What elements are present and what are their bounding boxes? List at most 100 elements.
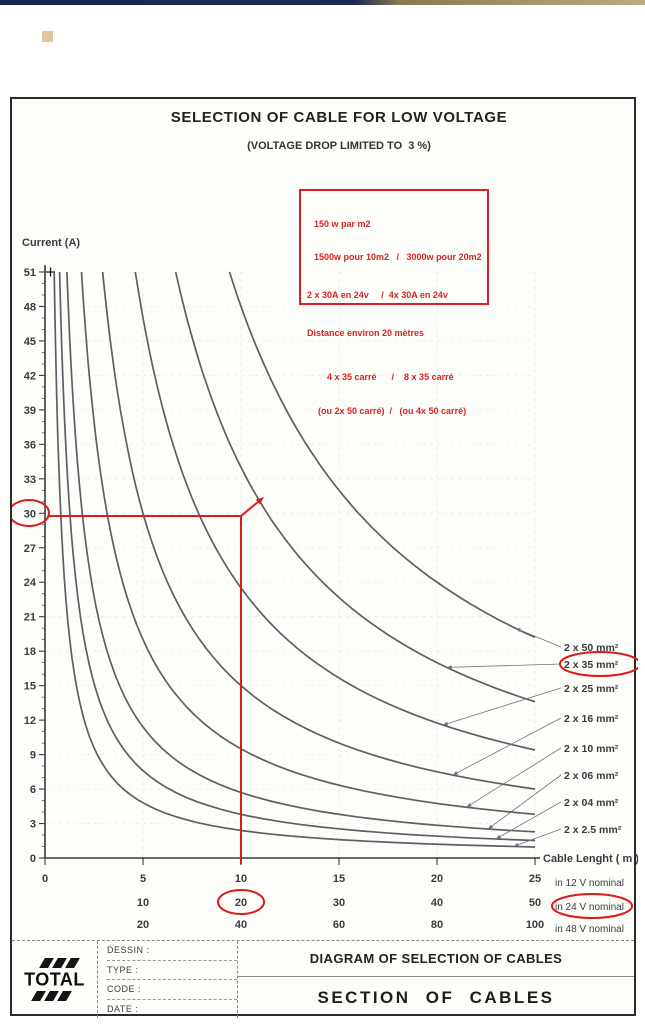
leader-2-x-16-mm-arrowhead-icon: [452, 771, 459, 776]
leader-2-x-35-mm-arrowhead-icon: [446, 665, 452, 670]
row-label-48v: in 48 V nominal: [555, 924, 624, 935]
note-line: (ou 2x 50 carré) / (ou 4x 50 carré): [318, 405, 467, 416]
chart-subtitle: (VOLTAGE DROP LIMITED TO 3 %): [247, 140, 431, 152]
y-tick-label: 15: [24, 681, 36, 693]
leader-2-x-2-5-mm-arrowhead-icon: [513, 842, 519, 847]
red-trace-line: [240, 501, 259, 517]
legend-label-2-x-50-mm: 2 x 50 mm²: [564, 642, 619, 654]
legend-label-2-x-06-mm: 2 x 06 mm²: [564, 770, 619, 782]
legend-label-2-x-25-mm: 2 x 25 mm²: [564, 683, 619, 695]
field-label-dessin: DESSIN :: [107, 941, 237, 961]
leader-2-x-10-mm-arrowhead-icon: [466, 802, 472, 808]
logo-cell: TOTAL: [12, 941, 98, 1018]
y-tick-label: 27: [24, 543, 36, 555]
curve-2-x-2-5-mm: [53, 271, 536, 848]
legend-label-2-x-04-mm: 2 x 04 mm²: [564, 797, 619, 809]
x-tick-label-48v: 20: [137, 919, 149, 931]
x-tick-label-48v: 100: [526, 919, 544, 931]
x-tick-label-12v: 25: [529, 873, 541, 885]
diagram-title: DIAGRAM OF SELECTION OF CABLES: [238, 941, 634, 978]
red-circle-24v: [551, 893, 633, 919]
title-block: TOTAL DESSIN : TYPE : CODE : DATE : DIAG…: [12, 940, 634, 1018]
scanner-edge-bar: [0, 0, 645, 5]
y-tick-label: 6: [30, 784, 36, 796]
red-circle-cable-35: [559, 651, 638, 677]
curve-2-x-50-mm: [228, 271, 536, 639]
y-tick-label: 12: [24, 715, 36, 727]
chart-header: SELECTION OF CABLE FOR LOW VOLTAGE (VOLT…: [12, 109, 634, 152]
curve-2-x-06-mm: [66, 271, 536, 833]
leader-2-x-04-mm-line: [499, 801, 562, 837]
leader-2-x-50-mm-line: [519, 629, 562, 648]
y-tick-label: 21: [24, 612, 36, 624]
red-trace-arrowhead-icon: [255, 497, 264, 505]
curve-2-x-35-mm: [174, 271, 536, 703]
red-note-box: 150 w par m2 1500w pour 10m2 / 3000w pou…: [299, 189, 489, 416]
field-label-code: CODE :: [107, 980, 237, 1000]
field-label-type: TYPE :: [107, 961, 237, 980]
curve-2-x-04-mm: [58, 271, 536, 842]
title-block-titles: DIAGRAM OF SELECTION OF CABLES SECTION O…: [238, 941, 634, 1018]
x-tick-label-24v: 10: [137, 897, 149, 909]
x-tick-label-24v: 40: [431, 897, 443, 909]
leader-2-x-04-mm-arrowhead-icon: [495, 834, 502, 840]
scan-artifact-square: [42, 31, 53, 42]
curve-2-x-10-mm: [80, 271, 536, 816]
x-tick-label-12v: 20: [431, 873, 443, 885]
leader-2-x-25-mm-line: [447, 687, 562, 724]
x-tick-label-24v: 50: [529, 897, 541, 909]
y-tick-label: 33: [24, 474, 36, 486]
note-line: 4 x 35 carré / 8 x 35 carré: [327, 371, 454, 382]
total-logo-stripes-icon: [39, 958, 80, 968]
x-tick-label-24v: 30: [333, 897, 345, 909]
chart-title: SELECTION OF CABLE FOR LOW VOLTAGE: [170, 109, 508, 126]
y-tick-label: 36: [24, 439, 36, 451]
y-tick-label: 18: [24, 646, 36, 658]
y-tick-label: 39: [24, 405, 36, 417]
leader-2-x-50-mm-arrowhead-icon: [515, 628, 521, 632]
y-tick-label: 0: [30, 853, 36, 865]
total-logo: TOTAL: [24, 958, 85, 1001]
document-frame: 0 3 6 9 12 15 18 21 24 27 30 33 36 39 42 45 48 51 0 5 10 15 20…: [10, 97, 638, 1018]
x-tick-label-48v: 40: [235, 919, 247, 931]
x-tick-label-12v: 10: [235, 873, 247, 885]
title-block-fields: DESSIN : TYPE : CODE : DATE :: [98, 941, 238, 1018]
y-tick-label: 24: [24, 577, 37, 589]
curve-2-x-16-mm: [101, 271, 536, 790]
curve-2-x-25-mm: [134, 271, 536, 751]
x-tick-label-48v: 80: [431, 919, 443, 931]
x-tick-label-12v: 15: [333, 873, 345, 885]
section-title: SECTION OF CABLES: [317, 987, 555, 1007]
y-tick-label: 42: [24, 370, 36, 382]
red-circle-length-20: [217, 889, 265, 915]
leader-2-x-2-5-mm-line: [517, 828, 562, 846]
axis-top-cross-icon: [46, 267, 55, 277]
leader-2-x-06-mm-line: [491, 774, 562, 827]
x-tick-label-24v: 20: [235, 897, 247, 909]
note-line: 150 w par m2: [314, 218, 371, 229]
note-line: 2 x 30A en 24v / 4x 30A en 24v: [307, 289, 448, 300]
legend-label-2-x-16-mm: 2 x 16 mm²: [564, 713, 619, 725]
leader-2-x-06-mm-arrowhead-icon: [487, 824, 494, 830]
red-circle-current-30: [12, 499, 50, 527]
legend-label-2-x-10-mm: 2 x 10 mm²: [564, 743, 619, 755]
y-tick-label: 51: [24, 267, 36, 279]
row-label-12v: in 12 V nominal: [555, 878, 624, 889]
leader-2-x-16-mm-line: [456, 717, 562, 774]
leader-2-x-10-mm-line: [470, 747, 562, 805]
x-axis-label: Cable Lenght ( m ): [543, 853, 638, 865]
y-tick-label: 30: [24, 508, 36, 520]
y-tick-label: 45: [24, 336, 36, 348]
field-label-date: DATE :: [107, 1003, 139, 1014]
leader-2-x-25-mm-arrowhead-icon: [442, 721, 449, 726]
total-logo-text: TOTAL: [24, 968, 85, 990]
y-axis-label: Current (A): [22, 237, 80, 249]
y-tick-label: 9: [30, 750, 36, 762]
x-tick-label-48v: 60: [333, 919, 345, 931]
total-logo-stripes-icon: [31, 991, 72, 1001]
legend-label-2-x-2-5-mm: 2 x 2.5 mm²: [564, 824, 622, 836]
legend-label-2-x-35-mm: 2 x 35 mm²: [564, 659, 619, 671]
y-tick-label: 48: [24, 301, 36, 313]
